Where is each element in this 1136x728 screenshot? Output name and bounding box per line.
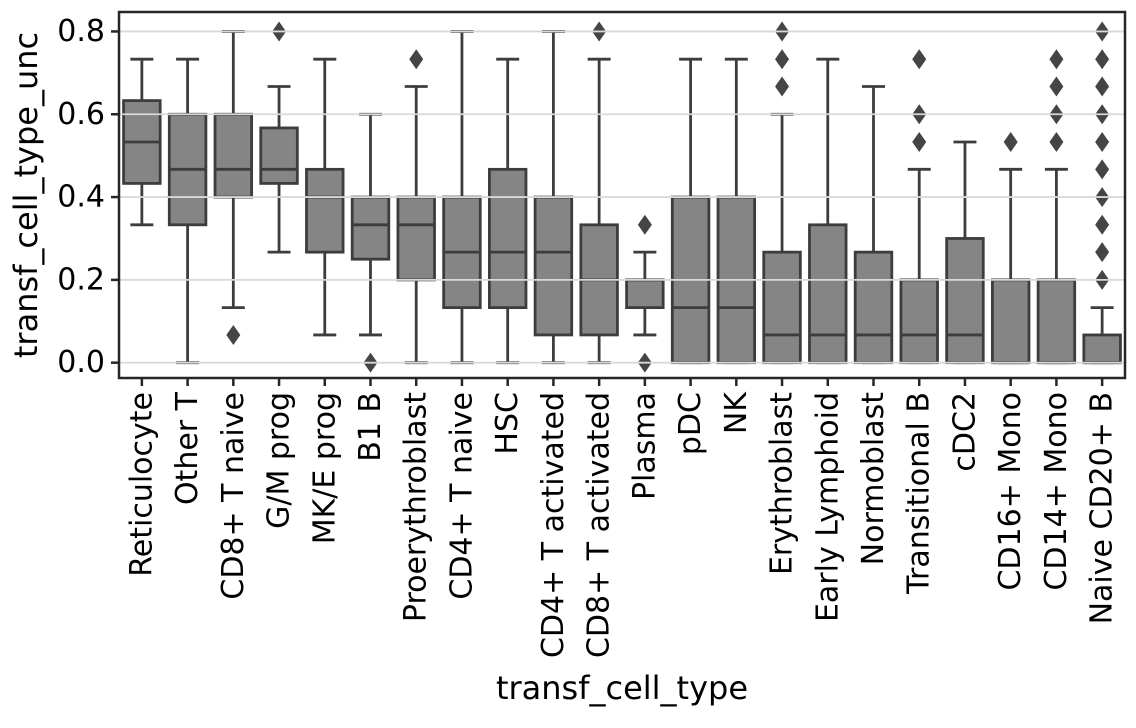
iqr-box (533, 195, 574, 337)
x-tick-label: Proerythroblast (399, 392, 434, 622)
outlier-diamond (1095, 214, 1110, 235)
outlier-diamond (1049, 132, 1064, 153)
outlier-diamond (409, 49, 424, 70)
iqr-box (762, 250, 802, 365)
x-tick-label: Erythroblast (765, 392, 800, 575)
x-tick-label: Reticulocyte (124, 392, 159, 577)
plot-border (117, 10, 1127, 380)
x-tick-label: pDC (673, 392, 708, 455)
x-tick-label: cDC2 (947, 392, 982, 472)
y-tick-label: 0.4 (57, 180, 105, 215)
iqr-box (945, 237, 985, 365)
boxplot-hsc (487, 57, 528, 365)
outlier-diamond (912, 49, 927, 70)
x-tick-label: Normoblast (856, 392, 891, 566)
boxplot-cd8-t-naive (213, 30, 254, 345)
x-tick-label: G/M prog (262, 392, 297, 529)
iqr-box (1082, 333, 1122, 365)
x-tick-label: NK (719, 391, 754, 434)
boxplot-mk-e-prog (305, 57, 345, 337)
x-tick-label: CD4+ T naive (444, 392, 479, 600)
x-tick-label: CD14+ Mono (1039, 392, 1074, 591)
outlier-diamond (1003, 132, 1018, 153)
outlier-diamond (912, 132, 927, 153)
outlier-diamond (226, 324, 241, 345)
iqr-box (899, 278, 939, 365)
x-tick-label: Early Lymphoid (810, 392, 845, 622)
x-tick-label: Transitional B (902, 392, 937, 595)
iqr-box (1036, 278, 1077, 365)
outlier-diamond (637, 214, 652, 235)
iqr-box (350, 195, 391, 261)
iqr-box (853, 250, 894, 365)
boxplot-b1-b (350, 112, 391, 373)
iqr-box (305, 167, 345, 254)
iqr-box (808, 223, 848, 365)
boxplot-g-m-prog (259, 21, 299, 254)
y-tick-label: 0.8 (57, 14, 105, 49)
iqr-box (487, 167, 528, 310)
y-tick-label: 0.6 (57, 97, 105, 132)
iqr-box (396, 195, 436, 282)
x-tick-label: Plasma (627, 392, 662, 500)
x-tick-label: Other T (170, 391, 205, 505)
y-tick-label: 0.0 (57, 345, 105, 380)
outlier-diamond (1095, 49, 1110, 70)
outlier-diamond (775, 49, 790, 70)
x-axis-title: transf_cell_type (495, 669, 749, 707)
x-tick-label: CD8+ T activated (582, 392, 617, 658)
iqr-box (625, 278, 665, 310)
boxplot-plasma (625, 214, 665, 373)
boxplot-cd4-t-naive (442, 30, 482, 365)
x-tick-label: CD4+ T activated (536, 392, 571, 658)
y-axis-title: transf_cell_type_unc (7, 31, 45, 359)
x-tick-label: MK/E prog (307, 392, 342, 544)
outlier-diamond (1049, 76, 1064, 97)
x-tick-label: HSC (490, 392, 525, 455)
outlier-diamond (1095, 132, 1110, 153)
outlier-diamond (1095, 159, 1110, 180)
outlier-diamond (1049, 49, 1064, 70)
iqr-box (259, 126, 299, 185)
x-tick-label: Naive CD20+ B (1085, 392, 1120, 624)
iqr-box (990, 278, 1031, 365)
outlier-diamond (1095, 242, 1110, 263)
iqr-box (213, 112, 254, 199)
y-tick-label: 0.2 (57, 262, 105, 297)
x-tick-label: CD16+ Mono (993, 392, 1028, 591)
x-tick-label: CD8+ T naive (216, 392, 251, 600)
x-tick-label: B1 B (353, 392, 388, 462)
outlier-diamond (1095, 76, 1110, 97)
outlier-diamond (775, 76, 790, 97)
boxplot-naive-cd20-b (1082, 21, 1122, 365)
